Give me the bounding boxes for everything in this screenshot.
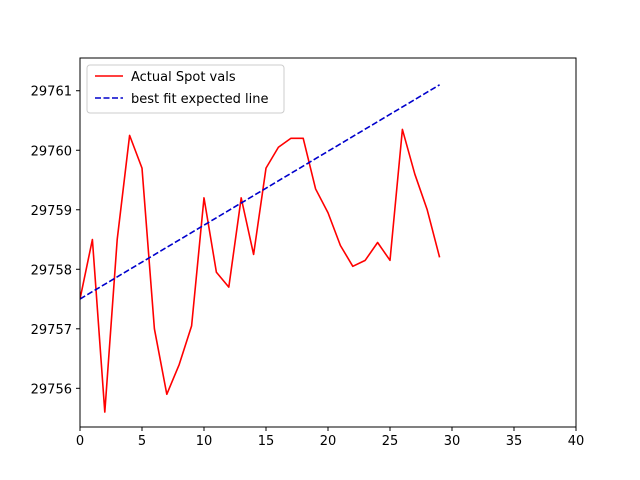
legend-box (86, 64, 285, 114)
actual-spot-line (80, 128, 441, 413)
y-tick-label: 29758 (31, 263, 72, 278)
x-tick-label: 5 (138, 434, 146, 449)
x-tick-label: 20 (320, 434, 337, 449)
x-tick-label: 10 (196, 434, 213, 449)
x-tick-label: 40 (568, 434, 585, 449)
x-tick-label: 25 (382, 434, 399, 449)
legend-label: Actual Spot vals (131, 70, 236, 85)
legend-label: best fit expected line (131, 92, 268, 107)
x-tick-label: 15 (258, 434, 275, 449)
best-fit-line (80, 84, 441, 300)
x-tick-label: 0 (76, 434, 84, 449)
series-layer (80, 84, 441, 413)
legend: Actual Spot vals best fit expected line (86, 64, 285, 114)
y-tick-label: 29756 (31, 382, 72, 397)
x-axis: 0 5 10 15 20 25 30 35 40 (76, 427, 584, 449)
y-tick-label: 29760 (31, 144, 72, 159)
x-tick-label: 30 (444, 434, 461, 449)
x-tick-label: 35 (506, 434, 523, 449)
y-tick-label: 29759 (31, 204, 72, 219)
y-tick-label: 29761 (31, 85, 72, 100)
y-tick-label: 29757 (31, 323, 72, 338)
y-axis: 29756 29757 29758 29759 29760 29761 (31, 85, 80, 397)
